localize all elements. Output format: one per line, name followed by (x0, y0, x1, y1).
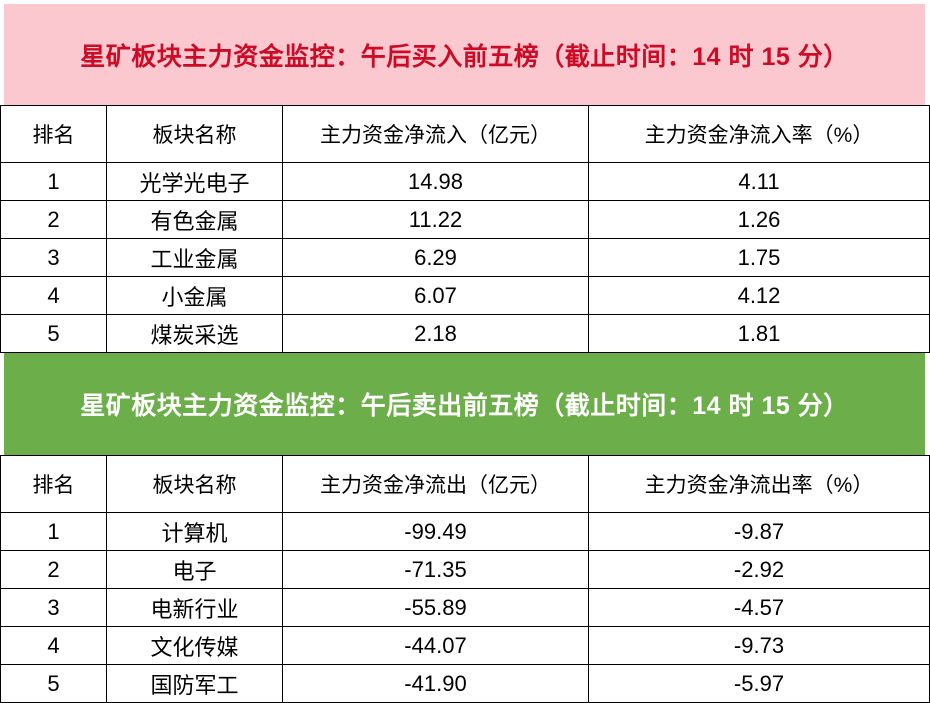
table-row: 3 工业金属 6.29 1.75 (0, 238, 930, 277)
sell-cell-sector: 国防军工 (106, 664, 283, 703)
sell-section-title: 星矿板块主力资金监控：午后卖出前五榜（截止时间：14 时 15 分） (80, 392, 849, 420)
buy-header-sector: 板块名称 (106, 105, 283, 163)
sell-header-sector: 板块名称 (106, 455, 283, 513)
sell-header-rate: 主力资金净流出率（%） (588, 455, 930, 513)
buy-cell-rank: 5 (0, 314, 107, 353)
buy-cell-sector: 光学光电子 (106, 162, 283, 201)
buy-cell-sector: 煤炭采选 (106, 314, 283, 353)
buy-header-rate: 主力资金净流入率（%） (588, 105, 930, 163)
sell-cell-rank: 1 (0, 512, 107, 551)
spreadsheet-canvas: 星矿板块主力资金监控：午后买入前五榜（截止时间：14 时 15 分） 排名 板块… (0, 4, 930, 703)
buy-cell-rank: 3 (0, 238, 107, 277)
sell-cell-rate: -4.57 (588, 588, 930, 627)
sell-table: 排名 板块名称 主力资金净流出（亿元） 主力资金净流出率（%） 1 计算机 -9… (0, 455, 930, 703)
sell-cell-rank: 3 (0, 588, 107, 627)
buy-cell-amount: 6.07 (282, 276, 589, 315)
sell-cell-amount: -41.90 (282, 664, 589, 703)
buy-cell-rank: 4 (0, 276, 107, 315)
buy-table: 排名 板块名称 主力资金净流入（亿元） 主力资金净流入率（%） 1 光学光电子 … (0, 105, 930, 353)
sell-cell-amount: -55.89 (282, 588, 589, 627)
sell-cell-amount: -99.49 (282, 512, 589, 551)
buy-cell-rate: 1.26 (588, 200, 930, 239)
sell-cell-sector: 电新行业 (106, 588, 283, 627)
sell-header-rank: 排名 (0, 455, 107, 513)
buy-cell-rate: 4.11 (588, 162, 930, 201)
buy-cell-rank: 2 (0, 200, 107, 239)
sell-header-amount: 主力资金净流出（亿元） (282, 455, 589, 513)
table-row: 5 煤炭采选 2.18 1.81 (0, 314, 930, 353)
sell-cell-rank: 4 (0, 626, 107, 665)
sell-cell-sector: 文化传媒 (106, 626, 283, 665)
buy-cell-rank: 1 (0, 162, 107, 201)
table-row: 5 国防军工 -41.90 -5.97 (0, 664, 930, 703)
sell-cell-rate: -9.87 (588, 512, 930, 551)
buy-cell-amount: 14.98 (282, 162, 589, 201)
sell-cell-rate: -9.73 (588, 626, 930, 665)
buy-header-rank: 排名 (0, 105, 107, 163)
sell-table-header-row: 排名 板块名称 主力资金净流出（亿元） 主力资金净流出率（%） (0, 455, 930, 513)
sell-cell-amount: -71.35 (282, 550, 589, 589)
table-row: 4 小金属 6.07 4.12 (0, 276, 930, 315)
buy-section-banner: 星矿板块主力资金监控：午后买入前五榜（截止时间：14 时 15 分） (4, 4, 925, 105)
sell-cell-sector: 电子 (106, 550, 283, 589)
table-row: 1 计算机 -99.49 -9.87 (0, 512, 930, 551)
sell-cell-amount: -44.07 (282, 626, 589, 665)
sell-cell-rank: 2 (0, 550, 107, 589)
buy-header-amount: 主力资金净流入（亿元） (282, 105, 589, 163)
sell-cell-rank: 5 (0, 664, 107, 703)
table-row: 4 文化传媒 -44.07 -9.73 (0, 626, 930, 665)
buy-cell-rate: 4.12 (588, 276, 930, 315)
buy-cell-rate: 1.81 (588, 314, 930, 353)
sell-cell-rate: -2.92 (588, 550, 930, 589)
table-row: 2 有色金属 11.22 1.26 (0, 200, 930, 239)
table-row: 2 电子 -71.35 -2.92 (0, 550, 930, 589)
sell-cell-rate: -5.97 (588, 664, 930, 703)
buy-cell-sector: 有色金属 (106, 200, 283, 239)
sell-cell-sector: 计算机 (106, 512, 283, 551)
buy-cell-amount: 6.29 (282, 238, 589, 277)
buy-cell-sector: 小金属 (106, 276, 283, 315)
table-row: 1 光学光电子 14.98 4.11 (0, 162, 930, 201)
table-row: 3 电新行业 -55.89 -4.57 (0, 588, 930, 627)
buy-table-header-row: 排名 板块名称 主力资金净流入（亿元） 主力资金净流入率（%） (0, 105, 930, 163)
buy-section-title: 星矿板块主力资金监控：午后买入前五榜（截止时间：14 时 15 分） (80, 42, 849, 71)
buy-cell-amount: 2.18 (282, 314, 589, 353)
buy-cell-rate: 1.75 (588, 238, 930, 277)
buy-cell-amount: 11.22 (282, 200, 589, 239)
sell-section-banner: 星矿板块主力资金监控：午后卖出前五榜（截止时间：14 时 15 分） (4, 353, 925, 455)
buy-cell-sector: 工业金属 (106, 238, 283, 277)
